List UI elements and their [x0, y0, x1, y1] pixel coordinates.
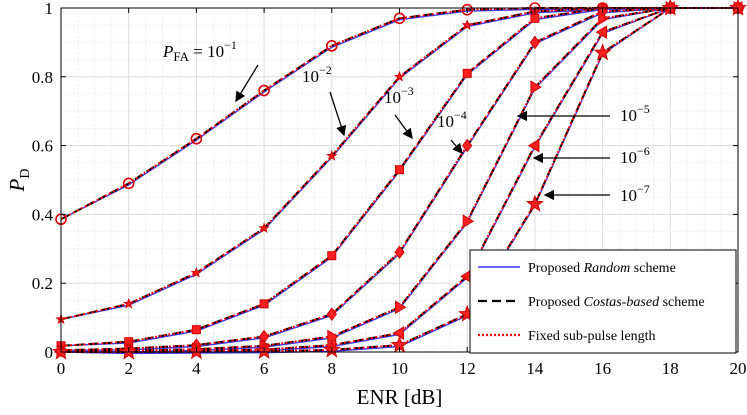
data-point — [395, 300, 407, 315]
series-fixed-line — [60, 7, 738, 352]
data-point — [393, 12, 406, 25]
data-point — [258, 222, 270, 233]
data-point — [325, 40, 338, 52]
x-tick-label: 10 — [391, 359, 408, 378]
data-point — [598, 11, 610, 26]
annotation-pfa4: 10−4 — [437, 108, 467, 131]
data-point — [393, 70, 406, 82]
annotation-arrow — [235, 64, 259, 103]
data-point — [527, 138, 540, 153]
legend-label: Proposed Random scheme — [528, 261, 676, 276]
ticks: 0 2 4 6 8 10 12 14 16 18 20 0 0.2 0.4 0.6 0.8 1 — [32, 0, 747, 378]
y-tick-label: 0.6 — [32, 137, 53, 156]
data-point — [191, 325, 201, 335]
data-point — [462, 68, 472, 78]
legend-label: Proposed Costas-based scheme — [528, 295, 705, 310]
data-point — [123, 297, 135, 309]
data-point — [593, 43, 612, 61]
data-point — [326, 307, 337, 321]
annotation-arrow — [329, 91, 347, 137]
annotation-pfa3: 10−3 — [384, 84, 414, 107]
data-point — [190, 266, 203, 278]
data-point — [529, 35, 541, 50]
annotation-arrow — [450, 139, 463, 154]
data-point — [595, 25, 608, 39]
y-tick-label: 0.4 — [32, 205, 54, 224]
data-point — [327, 251, 337, 261]
data-point — [326, 149, 338, 161]
data-point — [462, 214, 475, 229]
x-tick-label: 6 — [260, 359, 269, 378]
y-axis-label: PD — [5, 169, 33, 193]
y-tick-label: 0.8 — [32, 68, 53, 87]
x-tick-label: 18 — [662, 359, 679, 378]
y-tick-label: 0.2 — [32, 274, 53, 293]
data-point — [394, 245, 405, 260]
data-point — [190, 132, 203, 145]
annotation-pfa2: 10−2 — [302, 63, 332, 86]
data-point — [327, 329, 339, 344]
data-point — [122, 177, 135, 190]
data-point — [530, 80, 542, 95]
annotation-pfa7: 10−7 — [620, 182, 650, 205]
legend: Proposed Random scheme Proposed Costas-ba… — [469, 249, 737, 354]
data-point — [530, 13, 540, 23]
annotation-pfa5: 10−5 — [620, 102, 650, 125]
annotation-arrow — [394, 114, 413, 140]
annotation-pfa6: 10−6 — [620, 144, 650, 167]
x-tick-label: 4 — [192, 359, 201, 378]
x-tick-label: 12 — [459, 359, 476, 378]
series-group — [52, 0, 747, 360]
x-tick-label: 20 — [730, 359, 747, 378]
data-point — [259, 299, 269, 309]
data-point — [392, 326, 404, 340]
data-point — [525, 194, 544, 212]
x-axis-label: ENR [dB] — [357, 385, 443, 409]
data-point — [461, 3, 474, 16]
data-point — [258, 84, 270, 97]
annotation-pfa1: PFA = 10−1 — [162, 38, 237, 64]
x-tick-label: 8 — [328, 359, 337, 378]
annotations: PFA = 10−1 10−2 10−3 10−4 10−5 10−6 10−7 — [162, 38, 650, 205]
x-tick-label: 0 — [57, 359, 66, 378]
data-point — [461, 19, 473, 30]
x-tick-label: 14 — [526, 359, 544, 378]
y-tick-label: 1 — [45, 0, 54, 18]
x-tick-label: 16 — [594, 359, 611, 378]
y-tick-label: 0 — [45, 343, 54, 362]
series-fixed-line — [60, 7, 738, 353]
legend-label: Fixed sub-pulse length — [528, 329, 656, 344]
data-point — [462, 138, 473, 153]
data-point — [395, 165, 404, 175]
x-tick-label: 2 — [124, 359, 133, 378]
